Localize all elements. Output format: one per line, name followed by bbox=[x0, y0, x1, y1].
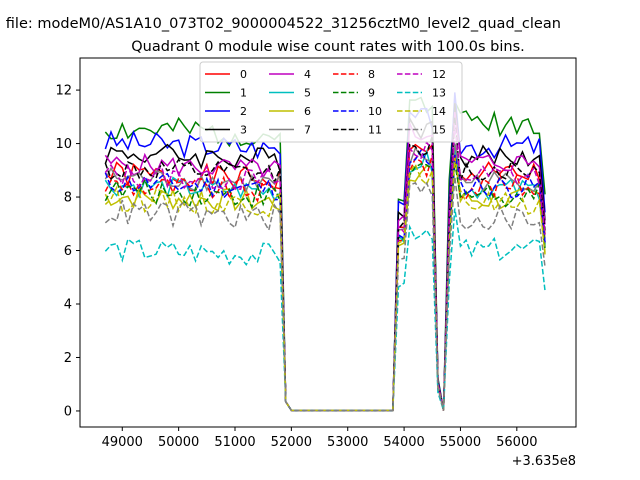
legend-label-1: 1 bbox=[240, 87, 247, 100]
x-tick-label: 53000 bbox=[327, 435, 368, 450]
x-tick-label: 50000 bbox=[158, 435, 199, 450]
legend-label-7: 7 bbox=[304, 124, 311, 137]
legend-label-8: 8 bbox=[368, 68, 375, 81]
x-tick-label: 54000 bbox=[383, 435, 424, 450]
x-tick-label: 52000 bbox=[271, 435, 312, 450]
legend-label-14: 14 bbox=[432, 105, 446, 118]
plot-frame bbox=[79, 57, 577, 428]
legend-label-12: 12 bbox=[432, 68, 446, 81]
y-tick-label: 6 bbox=[64, 244, 72, 259]
legend-label-3: 3 bbox=[240, 124, 247, 137]
y-tick-label: 12 bbox=[55, 84, 72, 99]
legend-label-11: 11 bbox=[368, 124, 382, 137]
x-tick-label: 56000 bbox=[496, 435, 537, 450]
legend-label-10: 10 bbox=[368, 105, 382, 118]
legend-label-9: 9 bbox=[368, 87, 375, 100]
legend-label-5: 5 bbox=[304, 87, 311, 100]
x-tick-label: 51000 bbox=[214, 435, 255, 450]
legend-label-13: 13 bbox=[432, 87, 446, 100]
y-tick-label: 0 bbox=[64, 404, 72, 419]
series-line-15 bbox=[104, 176, 546, 412]
chart-title: Quadrant 0 module wise count rates with … bbox=[131, 39, 525, 55]
legend-box bbox=[199, 61, 463, 143]
x-axis: 49000 50000 51000 52000 53000 54000 55000 56000 bbox=[102, 427, 537, 450]
y-axis: 0 2 4 6 8 10 12 bbox=[55, 84, 80, 419]
y-tick-label: 8 bbox=[64, 191, 72, 206]
y-tick-label: 2 bbox=[64, 351, 72, 366]
series-layer bbox=[104, 92, 546, 412]
legend-label-2: 2 bbox=[240, 105, 247, 118]
legend-label-4: 4 bbox=[304, 68, 311, 81]
y-tick-label: 10 bbox=[55, 137, 72, 152]
legend-label-15: 15 bbox=[432, 124, 446, 137]
legend-label-0: 0 bbox=[240, 68, 247, 81]
y-tick-label: 4 bbox=[64, 298, 72, 313]
x-tick-label: 55000 bbox=[440, 435, 481, 450]
suptitle: n file: modeM0/AS1A10_073T02_9000004522_… bbox=[0, 16, 561, 32]
series-line-14 bbox=[104, 157, 546, 412]
x-tick-label: 49000 bbox=[102, 435, 143, 450]
legend-label-6: 6 bbox=[304, 105, 311, 118]
x-offset-label: +3.635e8 bbox=[512, 454, 576, 469]
